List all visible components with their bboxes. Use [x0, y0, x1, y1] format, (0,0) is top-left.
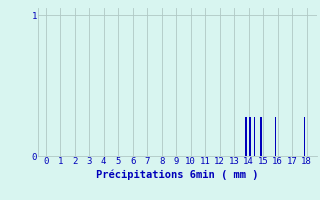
Bar: [275, 117, 276, 156]
Bar: [249, 117, 251, 156]
Bar: [245, 117, 247, 156]
X-axis label: Précipitations 6min ( mm ): Précipitations 6min ( mm ): [96, 169, 259, 180]
Bar: [253, 117, 255, 156]
Bar: [304, 117, 305, 156]
Bar: [260, 117, 262, 156]
